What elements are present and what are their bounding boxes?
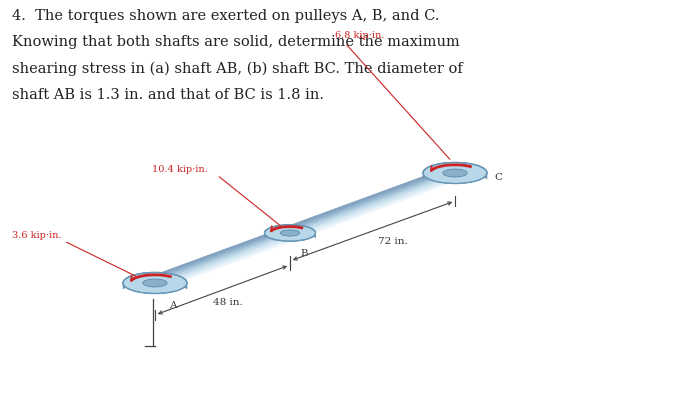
Polygon shape — [155, 168, 455, 278]
Text: C: C — [494, 172, 502, 181]
Ellipse shape — [123, 273, 187, 294]
Text: shearing stress in (a) shaft AB, (b) shaft BC. The diameter of: shearing stress in (a) shaft AB, (b) sha… — [12, 62, 463, 76]
Polygon shape — [155, 170, 455, 281]
Polygon shape — [155, 173, 455, 283]
Polygon shape — [155, 178, 455, 288]
Text: 48 in.: 48 in. — [213, 297, 242, 306]
Polygon shape — [155, 180, 455, 291]
Polygon shape — [155, 172, 455, 283]
Text: 72 in.: 72 in. — [377, 237, 407, 245]
Polygon shape — [155, 176, 455, 286]
Ellipse shape — [143, 279, 167, 287]
Polygon shape — [155, 176, 455, 287]
Text: shaft AB is 1.3 in. and that of BC is 1.8 in.: shaft AB is 1.3 in. and that of BC is 1.… — [12, 88, 324, 102]
Polygon shape — [155, 178, 455, 289]
Polygon shape — [155, 174, 455, 284]
Text: 3.6 kip·in.: 3.6 kip·in. — [12, 231, 62, 239]
Polygon shape — [155, 177, 455, 288]
Polygon shape — [155, 165, 455, 275]
Polygon shape — [155, 179, 455, 290]
Ellipse shape — [443, 170, 467, 178]
Ellipse shape — [265, 225, 316, 241]
Polygon shape — [155, 167, 455, 277]
Text: Knowing that both shafts are solid, determine the maximum: Knowing that both shafts are solid, dete… — [12, 35, 460, 49]
Text: 4.  The torques shown are exerted on pulleys A, B, and C.: 4. The torques shown are exerted on pull… — [12, 9, 440, 23]
Text: B: B — [300, 249, 308, 257]
Polygon shape — [155, 181, 455, 291]
Polygon shape — [155, 174, 455, 284]
Polygon shape — [424, 163, 486, 179]
Polygon shape — [155, 181, 455, 292]
Polygon shape — [155, 172, 455, 282]
Text: A: A — [169, 301, 176, 310]
Polygon shape — [155, 175, 455, 285]
Text: 6.8 kip·in.: 6.8 kip·in. — [335, 31, 384, 40]
Text: 10.4 kip·in.: 10.4 kip·in. — [152, 164, 208, 174]
Ellipse shape — [280, 230, 300, 237]
Polygon shape — [155, 170, 455, 280]
Polygon shape — [155, 166, 455, 276]
Polygon shape — [155, 169, 455, 279]
Polygon shape — [123, 273, 187, 289]
Polygon shape — [155, 180, 455, 290]
Polygon shape — [265, 225, 315, 238]
Polygon shape — [155, 175, 455, 286]
Polygon shape — [155, 171, 455, 282]
Ellipse shape — [423, 163, 487, 184]
Polygon shape — [155, 166, 455, 277]
Polygon shape — [155, 168, 455, 278]
Polygon shape — [155, 169, 455, 279]
